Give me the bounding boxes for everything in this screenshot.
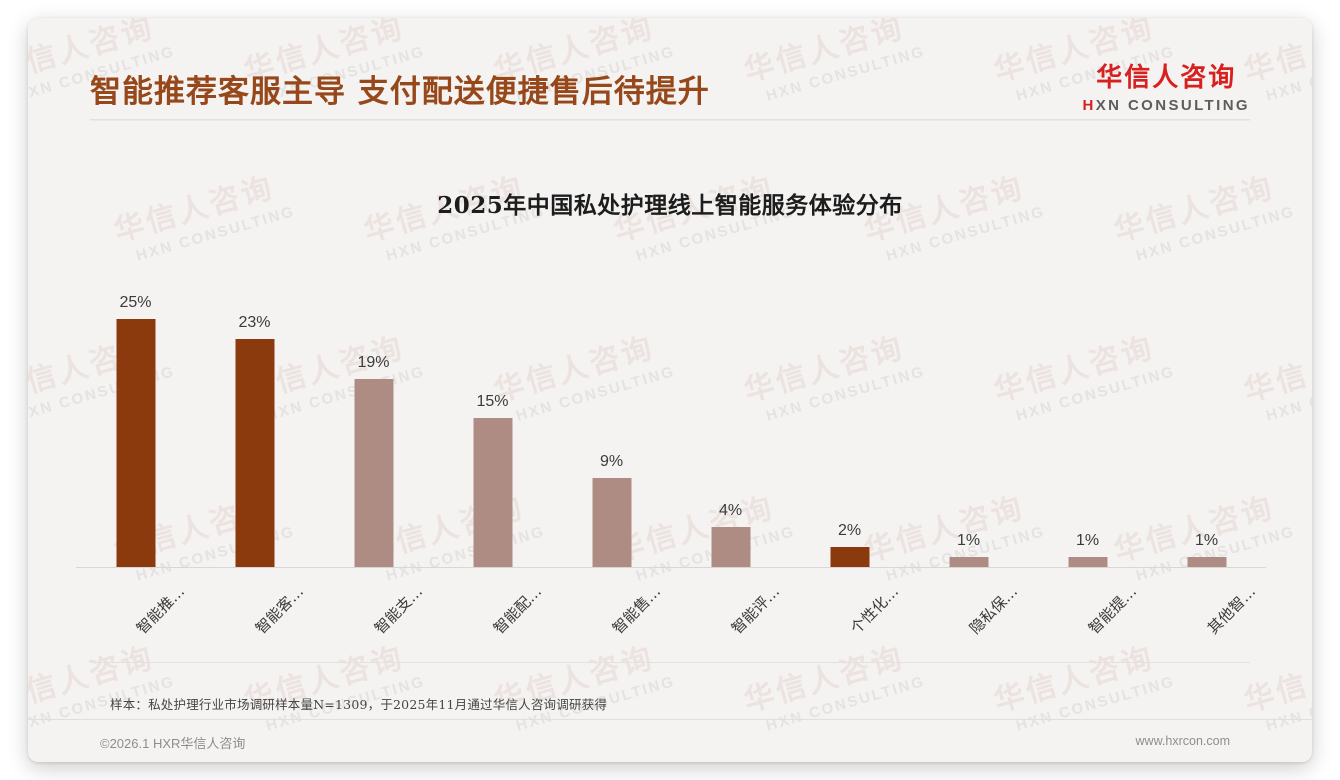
x-axis-tick-label: 隐私保…: [965, 582, 1021, 638]
slide-canvas: 华信人咨询 HXN CONSULTING 华信人咨询 HXN CONSULTING 华信…: [28, 18, 1312, 762]
bar-plot: 25% 23% 19% 15% 9% 4% 2% 1% 1% 1%: [76, 278, 1266, 568]
x-axis-tick-label: 其他智…: [1203, 582, 1259, 638]
x-axis-tick: 智能售…: [552, 571, 671, 666]
bar-slot: 9%: [552, 277, 671, 567]
x-axis-tick-label: 智能售…: [608, 582, 664, 638]
slide-footer: ©2026.1 HXR华信人咨询 www.hxrcon.com: [28, 720, 1312, 762]
x-axis-tick: 智能配…: [433, 571, 552, 666]
bar-value-label: 9%: [599, 452, 624, 470]
bar-slot: 23%: [195, 277, 314, 567]
footer-divider: [28, 719, 1312, 720]
x-axis-tick-label: 智能提…: [1084, 582, 1140, 638]
bar[interactable]: [116, 319, 155, 567]
x-axis-tick: 智能提…: [1028, 571, 1147, 666]
bar[interactable]: [1187, 557, 1226, 567]
x-axis-tick-label: 智能推…: [132, 582, 188, 638]
bar-value-label: 15%: [476, 393, 509, 411]
bar-value-label: 1%: [1194, 532, 1219, 550]
bar-slot: 4%: [671, 277, 790, 567]
x-axis-tick: 智能支…: [314, 571, 433, 666]
copyright-text: ©2026.1 HXR华信人咨询: [100, 736, 246, 751]
logo-english-text: HXN CONSULTING: [1082, 97, 1250, 114]
footnote-text: 样本：私处护理行业市场调研样本量N=1309，于2025年11月通过华信人咨询调…: [110, 697, 608, 712]
x-axis-tick-label: 智能客…: [251, 582, 307, 638]
chart-container: 2025年中国私处护理线上智能服务体验分布 25% 23% 19% 15% 9% 4% 2%…: [28, 128, 1312, 668]
x-axis-tick: 智能评…: [671, 571, 790, 666]
website-link[interactable]: www.hxrcon.com: [1135, 734, 1230, 748]
bar-value-label: 4%: [718, 502, 743, 520]
bar-value-label: 23%: [238, 313, 271, 331]
bar-slot: 15%: [433, 277, 552, 567]
x-axis-tick: 个性化…: [790, 571, 909, 666]
x-axis-tick: 智能推…: [76, 571, 195, 666]
bar-slot: 25%: [76, 277, 195, 567]
x-axis-tick: 其他智…: [1147, 571, 1266, 666]
x-axis-tick: 隐私保…: [909, 571, 1028, 666]
bar-slot: 1%: [1147, 277, 1266, 567]
bar-value-label: 1%: [956, 532, 981, 550]
bar[interactable]: [949, 557, 988, 567]
bar-value-label: 19%: [357, 353, 390, 371]
x-axis-tick-label: 个性化…: [846, 582, 902, 638]
bar-slot: 2%: [790, 277, 909, 567]
bar-value-label: 1%: [1075, 532, 1100, 550]
bar[interactable]: [592, 477, 631, 567]
bar[interactable]: [830, 547, 869, 567]
bar-slot: 1%: [1028, 277, 1147, 567]
x-axis-tick-label: 智能支…: [370, 582, 426, 638]
x-axis-tick-label: 智能配…: [489, 582, 545, 638]
bar[interactable]: [354, 378, 393, 567]
bar-value-label: 2%: [837, 522, 862, 540]
company-logo: 华信人咨询 HXN CONSULTING: [1083, 65, 1251, 113]
chart-title: 2025年中国私处护理线上智能服务体验分布: [437, 192, 903, 219]
bar[interactable]: [1068, 557, 1107, 567]
x-axis-tick: 智能客…: [195, 571, 314, 666]
bar[interactable]: [473, 418, 512, 567]
bar-slot: 19%: [314, 277, 433, 567]
page-title: 智能推荐客服主导 支付配送便捷售后待提升: [90, 74, 710, 110]
axis-baseline: [76, 567, 1266, 568]
x-axis-tick-label: 智能评…: [727, 582, 783, 638]
header-divider: [90, 119, 1250, 121]
bar-value-label: 25%: [119, 294, 152, 311]
footnote-divider: [90, 662, 1250, 663]
bar-slot: 1%: [909, 277, 1028, 567]
x-axis-tick-labels: 智能推… 智能客… 智能支… 智能配… 智能售… 智能评… 个性化… 隐私保… 智能提… 其他智…: [76, 571, 1266, 666]
bar[interactable]: [235, 338, 274, 567]
slide-header: 智能推荐客服主导 支付配送便捷售后待提升 华信人咨询 HXN CONSULTIN…: [28, 18, 1312, 118]
bar[interactable]: [711, 527, 750, 567]
logo-chinese-text: 华信人咨询: [1096, 63, 1237, 93]
